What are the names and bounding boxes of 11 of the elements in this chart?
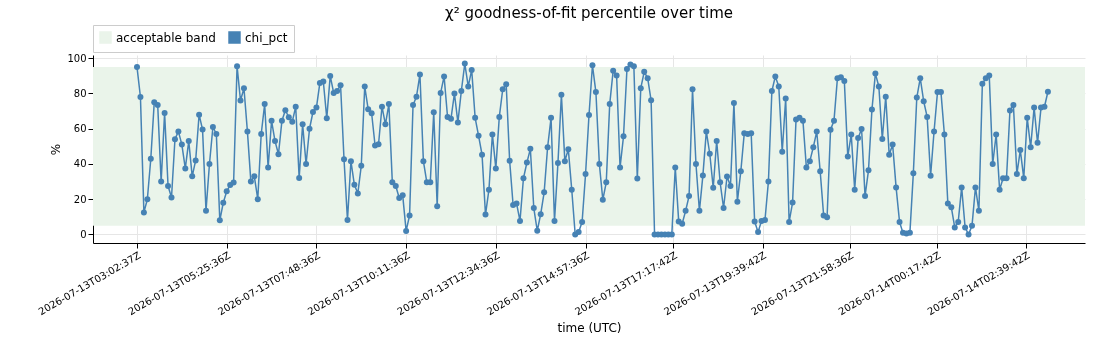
y-axis-title: %	[49, 143, 64, 156]
legend-label: chi_pct	[245, 30, 288, 45]
y-tick-label: 40	[73, 158, 87, 170]
y-tick-label: 60	[73, 123, 87, 135]
y-tick-label: 0	[80, 228, 87, 240]
y-tick-label: 80	[73, 88, 87, 99]
x-axis-title: time (UTC)	[557, 321, 622, 336]
chart-title: χ² goodness-of-fit percentile over time	[445, 3, 733, 22]
y-tick-label: 20	[73, 193, 87, 205]
y-tick-label: 100	[67, 52, 87, 64]
legend-label: acceptable band	[116, 30, 216, 45]
